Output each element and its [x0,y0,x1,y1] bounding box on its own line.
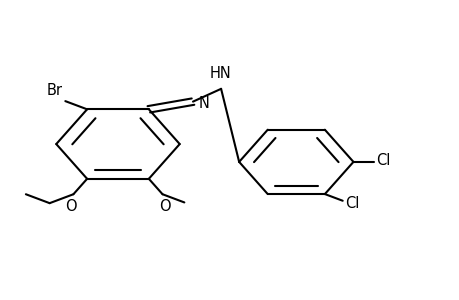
Text: Cl: Cl [344,196,358,211]
Text: Br: Br [47,83,63,98]
Text: HN: HN [209,66,230,81]
Text: O: O [159,199,170,214]
Text: Cl: Cl [375,153,390,168]
Text: O: O [65,199,77,214]
Text: N: N [198,96,209,111]
